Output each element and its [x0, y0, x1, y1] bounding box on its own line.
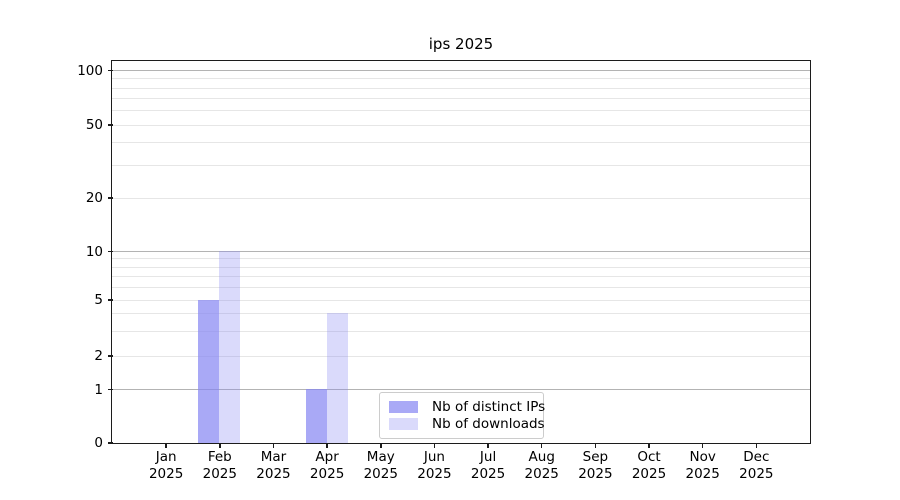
x-tick-month: Dec	[743, 449, 770, 465]
x-tick-year: 2025	[417, 466, 452, 482]
bar-distinct-ips-apr	[305, 389, 327, 443]
x-tick-mark-jan	[165, 443, 167, 448]
y-tick-mark-10	[107, 250, 113, 253]
y-gridline-10	[112, 251, 810, 252]
legend-label-downloads: Nb of downloads	[432, 416, 545, 433]
y-tick-label-0: 0	[94, 435, 103, 451]
y-gridline-90	[112, 78, 810, 80]
y-tick-mark-0	[107, 442, 113, 444]
y-gridline-2	[112, 355, 810, 357]
y-gridline-60	[112, 110, 810, 112]
x-tick-mark-feb	[219, 443, 221, 448]
y-gridline-80	[112, 87, 810, 89]
plot-area	[111, 59, 811, 444]
legend: Nb of distinct IPs Nb of downloads	[379, 392, 545, 439]
legend-swatch-distinct-ips	[389, 400, 418, 413]
y-gridline-6	[112, 286, 810, 288]
x-tick-label-jun: Jun 2025	[402, 449, 466, 483]
y-gridline-3	[112, 330, 810, 332]
x-tick-mark-aug	[540, 443, 543, 448]
x-tick-month: Apr	[315, 449, 339, 465]
x-tick-label-jan: Jan 2025	[134, 449, 198, 483]
y-gridline-1	[112, 389, 810, 390]
x-tick-mark-dec	[755, 443, 758, 448]
x-tick-label-apr: Apr 2025	[295, 449, 359, 483]
x-tick-label-oct: Oct 2025	[617, 449, 681, 483]
legend-label-distinct-ips: Nb of distinct IPs	[432, 398, 546, 415]
x-tick-month: Sep	[582, 449, 609, 465]
y-tick-mark-20	[107, 197, 113, 199]
x-tick-year: 2025	[363, 466, 398, 482]
x-tick-year: 2025	[470, 466, 506, 482]
y-tick-label-2: 2	[94, 348, 103, 364]
x-tick-year: 2025	[309, 466, 345, 482]
bar-distinct-ips-feb	[198, 299, 220, 443]
x-tick-year: 2025	[524, 466, 559, 482]
y-tick-mark-1	[107, 388, 113, 391]
x-tick-month: Aug	[528, 449, 555, 465]
x-tick-mark-nov	[701, 443, 704, 448]
x-tick-month: Mar	[260, 449, 287, 465]
y-tick-mark-2	[107, 355, 113, 357]
y-gridline-40	[112, 142, 810, 144]
x-tick-label-nov: Nov 2025	[671, 449, 735, 483]
y-gridline-7	[112, 275, 810, 277]
x-tick-year: 2025	[739, 466, 774, 482]
x-tick-month: Jun	[423, 449, 445, 465]
bar-downloads-feb	[219, 251, 241, 443]
legend-row-distinct-ips: Nb of distinct IPs	[389, 398, 545, 416]
y-tick-label-5: 5	[94, 292, 103, 308]
x-tick-mark-mar	[272, 443, 275, 448]
x-tick-mark-may	[380, 443, 382, 448]
y-gridline-5	[112, 299, 810, 301]
y-tick-mark-5	[107, 299, 113, 301]
y-tick-label-1: 1	[94, 381, 103, 398]
y-gridline-70	[112, 98, 810, 100]
x-tick-year: 2025	[685, 466, 720, 482]
y-tick-label-10: 10	[85, 243, 103, 260]
x-tick-year: 2025	[631, 466, 667, 482]
x-tick-year: 2025	[578, 466, 613, 482]
x-tick-mark-apr	[326, 443, 328, 448]
x-tick-label-aug: Aug 2025	[510, 449, 574, 483]
x-tick-month: Jul	[479, 449, 497, 465]
x-tick-mark-jun	[433, 443, 436, 448]
x-tick-month: May	[366, 449, 395, 465]
x-tick-month: Feb	[207, 449, 232, 465]
legend-swatch-downloads	[389, 418, 418, 431]
x-tick-mark-oct	[648, 443, 650, 448]
x-tick-label-may: May 2025	[349, 449, 413, 483]
x-tick-month: Nov	[689, 449, 716, 465]
x-tick-mark-jul	[487, 443, 489, 448]
legend-row-downloads: Nb of downloads	[389, 416, 545, 434]
x-tick-label-feb: Feb 2025	[188, 449, 252, 483]
x-tick-month: Oct	[637, 449, 661, 465]
y-gridline-20	[112, 197, 810, 199]
y-gridline-4	[112, 313, 810, 315]
y-gridline-100	[112, 70, 810, 71]
x-tick-year: 2025	[256, 466, 291, 482]
x-tick-year: 2025	[148, 466, 184, 482]
x-tick-mark-sep	[594, 443, 597, 448]
y-tick-label-20: 20	[85, 190, 103, 206]
y-gridline-9	[112, 258, 810, 260]
x-tick-month: Jan	[155, 449, 177, 465]
x-tick-label-jul: Jul 2025	[456, 449, 520, 483]
x-tick-label-dec: Dec 2025	[724, 449, 788, 483]
y-gridline-50	[112, 124, 810, 126]
y-tick-mark-100	[107, 69, 113, 72]
y-tick-label-100: 100	[77, 62, 103, 79]
y-tick-label-50: 50	[85, 117, 103, 133]
y-gridline-8	[112, 266, 810, 268]
y-tick-mark-50	[107, 124, 113, 126]
chart-title: ips 2025	[428, 35, 494, 53]
x-tick-label-mar: Mar 2025	[241, 449, 305, 483]
x-tick-year: 2025	[202, 466, 237, 482]
bar-downloads-apr	[326, 313, 348, 443]
x-tick-label-sep: Sep 2025	[563, 449, 627, 483]
y-gridline-30	[112, 165, 810, 167]
